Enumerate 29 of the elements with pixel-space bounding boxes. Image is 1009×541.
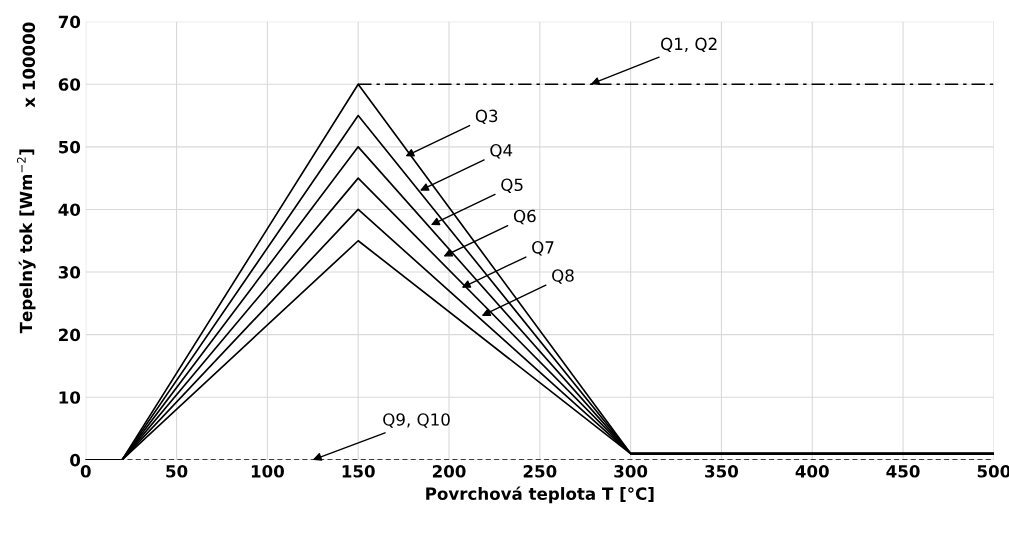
y-tick-label: 0 — [70, 453, 81, 467]
annotation: Q6 — [513, 209, 536, 225]
y-tick-label: 60 — [58, 78, 81, 91]
x-tick-label: 200 — [432, 465, 466, 478]
x-tick-label: 450 — [886, 465, 920, 478]
y-axis-title: Tepelný tok [Wm$^{−2}$] — [16, 149, 36, 334]
annotation: Q5 — [501, 178, 523, 193]
annotation: Q7 — [532, 241, 554, 256]
x-tick-label: 250 — [523, 465, 557, 478]
x-tick-label: 400 — [795, 465, 829, 478]
text: x 100000 — [22, 22, 36, 108]
x-tick-label: 150 — [342, 465, 375, 478]
annotation: Q8 — [552, 269, 574, 284]
x-tick-label: 350 — [705, 465, 739, 478]
y-tick-label: 40 — [58, 203, 81, 217]
y-tick-label: 10 — [59, 391, 81, 404]
y-tick-label: 30 — [58, 266, 81, 279]
annotation: Q1, Q2 — [661, 37, 717, 53]
annotation: Q4 — [490, 144, 513, 159]
x-tick-label: 0 — [80, 465, 91, 478]
x-tick-label: 100 — [251, 465, 284, 478]
x-tick-label: 300 — [614, 465, 648, 478]
x-tick-label: 50 — [166, 465, 188, 478]
y-tick-label: 70 — [58, 15, 81, 29]
y-tick-label: 20 — [59, 328, 81, 342]
y-tick-label: 50 — [59, 140, 81, 154]
annotation: Q9, Q10 — [383, 413, 450, 428]
annotation: Q3 — [475, 109, 498, 125]
x-axis-title: Povrchová teplota T [°C] — [426, 486, 654, 504]
